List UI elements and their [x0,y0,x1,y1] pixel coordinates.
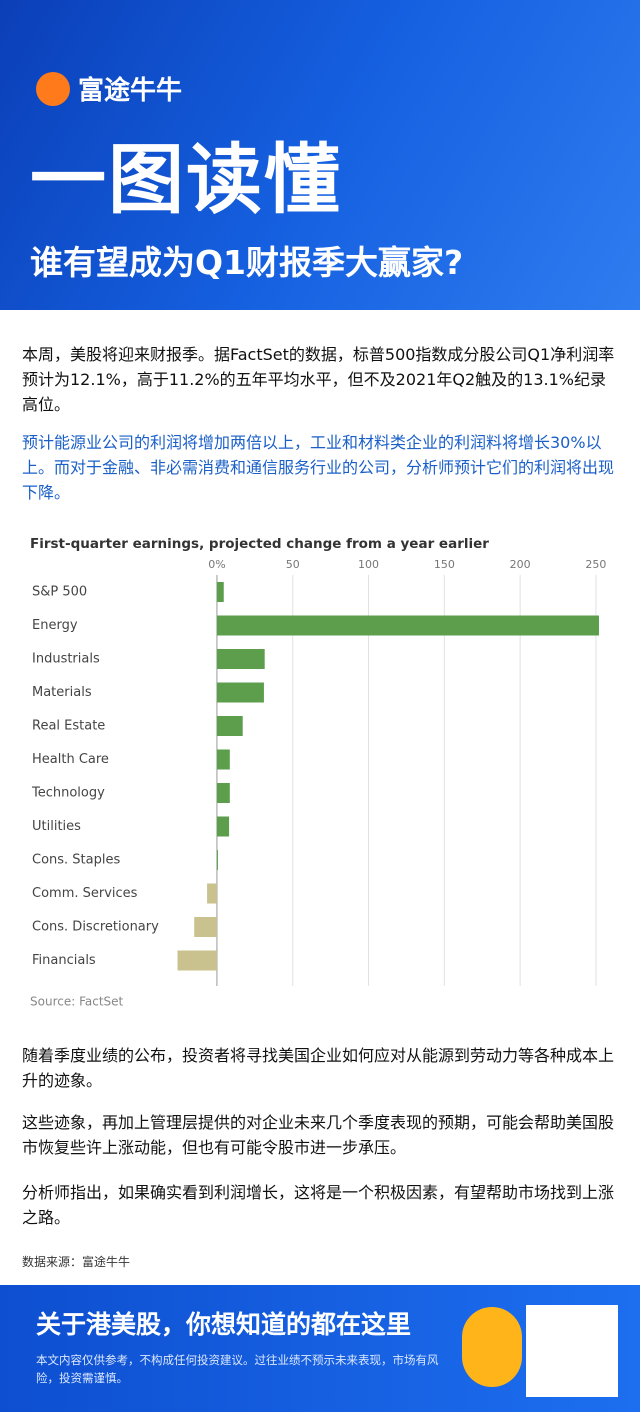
bar [177,950,217,971]
bar [216,615,599,636]
bar [216,649,265,669]
paragraph: 这些迹象，再加上管理层提供的对企业未来几个季度表现的预期，可能会帮助美国股市恢复… [22,1113,615,1157]
bar [216,749,230,770]
category-label: Materials [32,685,92,700]
x-tick-label: 250 [585,558,606,571]
paragraph: 本周，美股将迎来财报季。据FactSet的数据，标普500指数成分股公司Q1净利… [22,345,615,414]
paragraph: 随着季度业绩的公布，投资者将寻找美国企业如何应对从能源到劳动力等各种成本上升的迹… [22,1046,615,1090]
x-tick-label: 0% [208,558,225,571]
paragraph: 分析师指出，如果确实看到利润增长，这将是一个积极因素，有望帮助市场找到上涨之路。 [22,1183,615,1227]
x-tick-label: 150 [434,558,455,571]
category-label: Cons. Staples [32,853,120,868]
source: Source: FactSet [30,995,124,1009]
category-label: Financials [32,953,96,968]
slogan: 关于港美股，你想知道的都在这里 [36,1310,412,1339]
category-label: Cons. Discretionary [32,920,159,935]
bar [194,917,217,937]
header: 富途牛牛 一图读懂 谁有望成为Q1财报季大赢家? [0,0,640,310]
bar [216,783,230,803]
bar [216,850,218,870]
subtitle: 谁有望成为Q1财报季大赢家? [30,243,464,282]
x-tick-label: 50 [286,558,300,571]
bar [216,682,264,703]
category-label: S&P 500 [32,585,87,600]
data-source: 数据来源：富途牛牛 [22,1255,131,1269]
category-label: Real Estate [32,719,105,734]
category-label: Energy [32,618,78,633]
category-label: Technology [31,786,105,801]
bar [207,883,217,904]
category-label: Utilities [32,819,81,834]
paragraph: 预计能源业公司的利润将增加两倍以上，工业和材料类企业的利润料将增长30%以上。而… [22,433,615,502]
bar [216,582,224,602]
disclaimer: 本文内容仅供参考，不构成任何投资建议。过往业绩不预示未来表现，市场有风险，投资需… [36,1353,439,1385]
logo: 富途牛牛 [36,70,182,107]
bar [216,716,243,736]
brand: 富途牛牛 [78,76,183,106]
category-label: Industrials [32,652,100,667]
mascot [462,1307,522,1387]
bar [216,816,230,837]
footer: 关于港美股，你想知道的都在这里 本文内容仅供参考，不构成任何投资建议。过往业绩不… [0,1285,640,1412]
chart: First-quarter earnings, projected change… [30,536,606,1009]
category-label: Health Care [32,752,109,767]
qr-code [526,1305,618,1397]
chart-title: First-quarter earnings, projected change… [30,536,489,552]
title: 一图读懂 [30,135,342,224]
category-label: Comm. Services [32,886,138,901]
x-tick-label: 200 [510,558,531,571]
x-tick-label: 100 [358,558,379,571]
